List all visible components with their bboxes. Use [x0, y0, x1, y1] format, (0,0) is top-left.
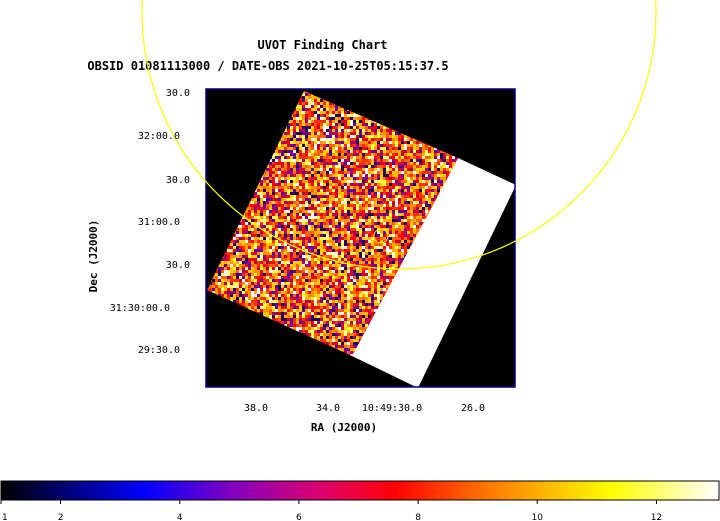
- colorbar-tick-label: 6: [296, 513, 302, 521]
- y-tick-label: 30.0: [166, 260, 190, 271]
- marker-small-circle: [373, 228, 389, 244]
- y-axis-label: Dec (J2000): [87, 220, 100, 293]
- image-frame: [205, 88, 516, 388]
- x-axis-label: RA (J2000): [311, 421, 377, 434]
- y-tick-label: 29:30.0: [138, 345, 180, 356]
- colorbar-tick-label: 2: [58, 513, 64, 521]
- colorbar-tick-label: 10: [532, 513, 544, 521]
- chart-title: UVOT Finding Chart: [257, 38, 388, 52]
- x-tick-label: 26.0: [461, 403, 485, 414]
- colorbar-tick-label: 1: [2, 513, 8, 521]
- y-tick-label: 31:30:00.0: [110, 303, 170, 314]
- x-tick-label: 38.0: [244, 403, 268, 414]
- x-tick-label: 34.0: [316, 403, 340, 414]
- y-tick-label: 30.0: [166, 175, 190, 186]
- colorbar: [0, 480, 720, 501]
- colorbar-tick-label: 12: [651, 513, 662, 521]
- saturated-region: [352, 158, 515, 387]
- colorbar-tick-label: 8: [415, 513, 421, 521]
- x-tick-label: 10:49:30.0: [362, 403, 422, 414]
- colorbar-tick-label: 4: [177, 513, 183, 521]
- y-tick-label: 32:00.0: [138, 131, 180, 142]
- colorbar-ticks: 1 2 4 6 8 10 12: [0, 500, 662, 521]
- marker-large-circle: [141, 0, 657, 270]
- chart-subtitle: OBSID 01081113000 / DATE-OBS 2021-10-25T…: [87, 59, 449, 73]
- y-tick-label: 31:00.0: [138, 217, 180, 228]
- y-tick-label: 30.0: [166, 88, 190, 99]
